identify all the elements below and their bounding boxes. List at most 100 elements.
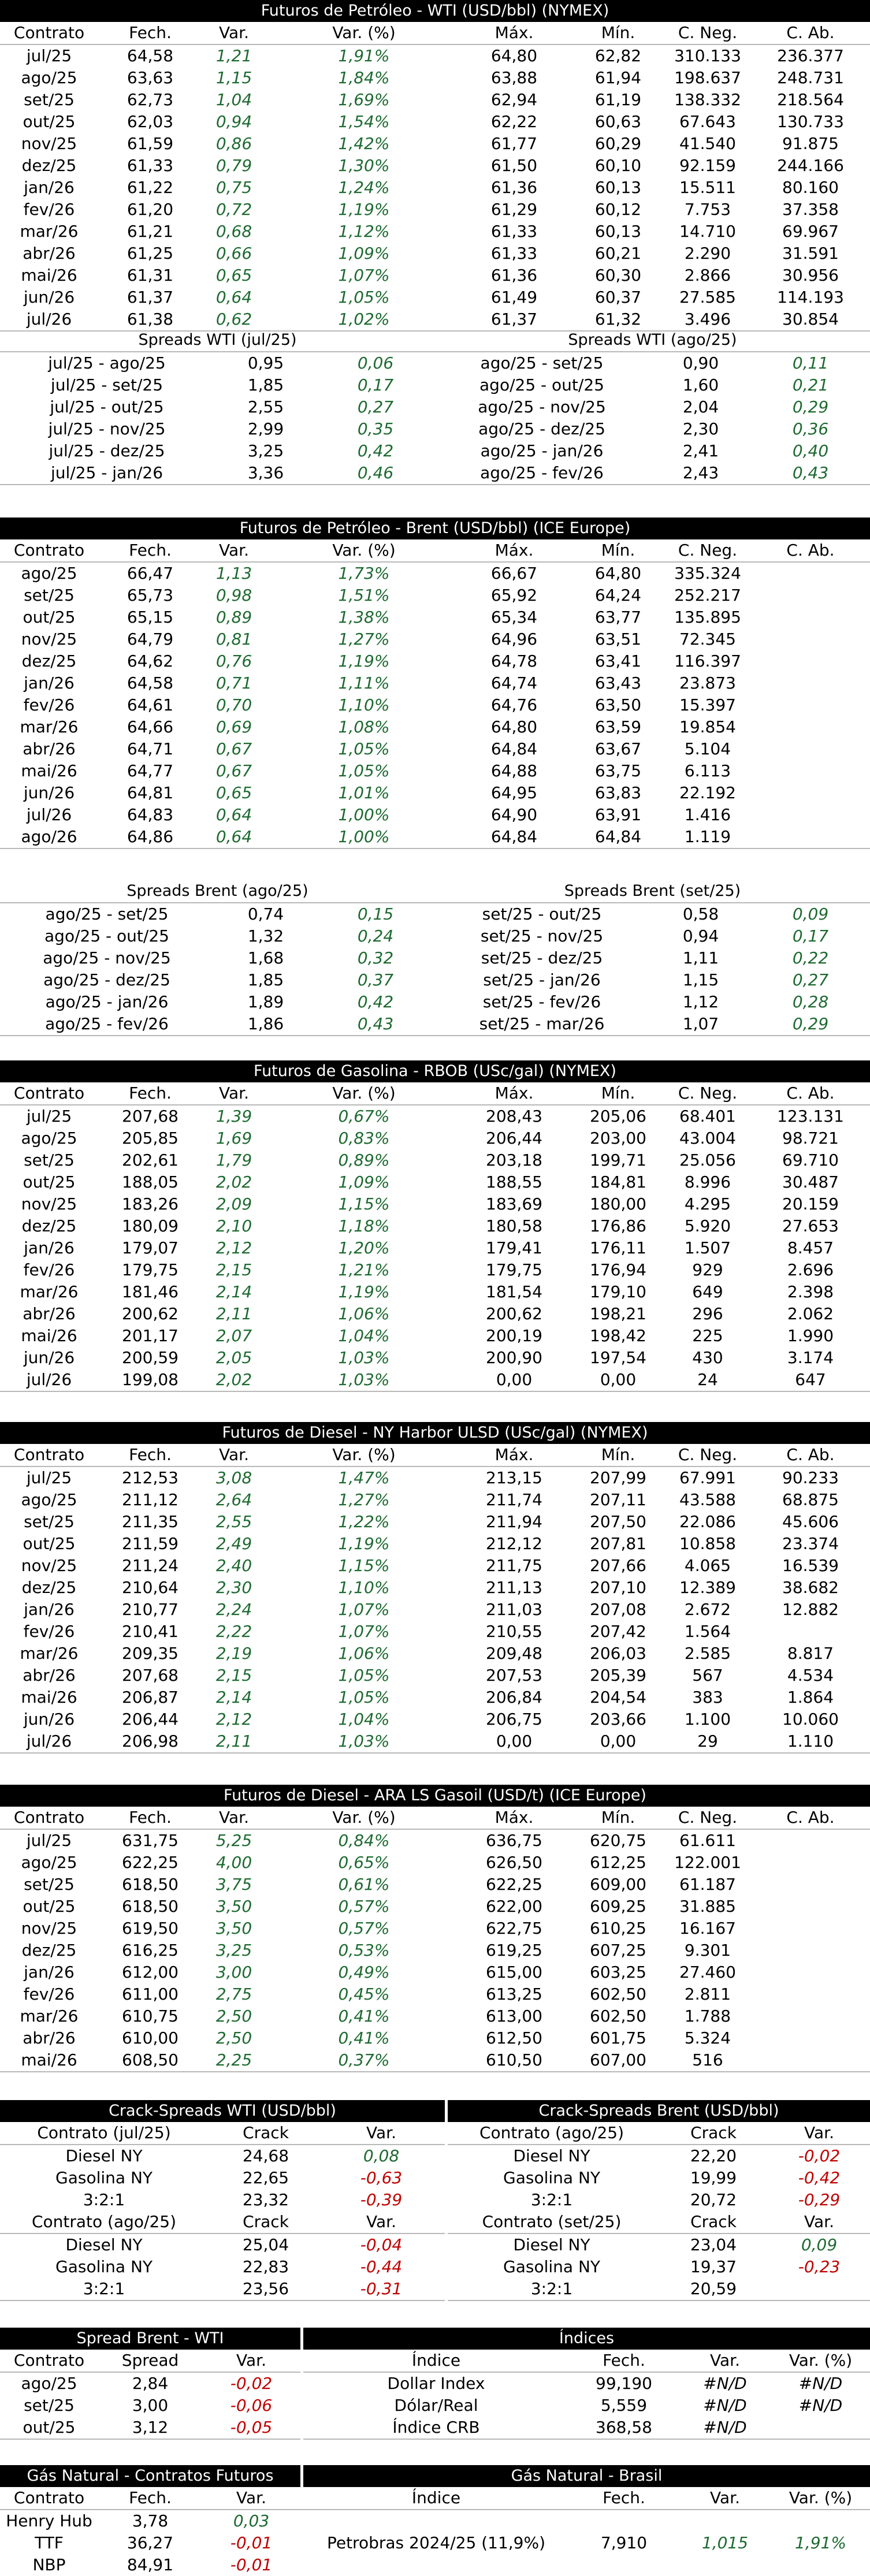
- spread-change: 0,15: [357, 904, 394, 924]
- cell-change-pct: 1,38%: [338, 608, 390, 627]
- cell-volume: 1.416: [684, 805, 731, 824]
- cell-low: 63,59: [594, 717, 642, 736]
- gas-futures-header: Fech.: [129, 2488, 172, 2507]
- cell-close: 63,63: [127, 68, 174, 87]
- spread-value: 1,68: [247, 948, 284, 967]
- cell-contract: jan/26: [24, 178, 75, 197]
- cell-contract: mai/26: [21, 266, 77, 285]
- table-row: set/25 65,73 0,98 1,51% 65,92 64,24 252.217: [0, 585, 870, 606]
- table-row: mai/26 608,50 2,25 0,37% 610,50 607,00 516: [0, 2049, 870, 2072]
- header-change: Var.: [219, 1445, 249, 1464]
- cell-low: 199,71: [590, 1151, 646, 1170]
- cell-contract: abr/26: [23, 244, 76, 263]
- cell-contract: jan/26: [24, 1963, 75, 1982]
- header-volume: C. Neg.: [678, 541, 738, 560]
- cell-volume: 649: [692, 1282, 723, 1301]
- cell-volume: 2.585: [684, 1644, 731, 1663]
- spread-change: 0,17: [792, 926, 829, 945]
- cell-contract: ago/25: [21, 68, 77, 87]
- cell-high: 0,00: [496, 1732, 533, 1751]
- cell-close: 209,35: [122, 1644, 179, 1663]
- table-row: set/25 202,61 1,79 0,89% 203,18 199,71 25.056 6…: [0, 1149, 870, 1171]
- cell-open-interest: 130.733: [777, 112, 844, 131]
- cell-low: 207,81: [590, 1534, 646, 1553]
- cell-close: 61,38: [127, 310, 174, 329]
- cell-contract: set/25: [24, 586, 75, 605]
- cell-close: 62,73: [127, 90, 174, 109]
- table-row: jul/26 206,98 2,11 1,03% 0,00 0,00 29 1.110: [0, 1730, 870, 1754]
- cell-high: 61,37: [490, 310, 538, 329]
- cell-change-pct: 1,00%: [338, 827, 390, 846]
- spread-value: 0,95: [247, 353, 284, 373]
- spread-value: 1,15: [682, 970, 719, 989]
- cell-change: 0,89: [215, 608, 252, 627]
- cell-high: 203,18: [486, 1151, 542, 1170]
- cell-change: 2,15: [215, 1260, 252, 1279]
- cell-high: 622,00: [486, 1897, 542, 1916]
- brent-spreads-left-title: Spreads Brent (ago/25): [127, 882, 308, 900]
- indices-cell: #N/D: [703, 2396, 747, 2415]
- cell-volume: 61.187: [679, 1875, 736, 1894]
- cell-close: 619,50: [122, 1919, 179, 1938]
- spread-change: 0,32: [357, 948, 394, 967]
- cell-low: 60,21: [594, 244, 642, 263]
- cell-contract: jan/26: [24, 1600, 75, 1619]
- cell-change-pct: 0,41%: [338, 2007, 390, 2026]
- gas-futures-title: Gás Natural - Contratos Futuros: [0, 2465, 300, 2487]
- cell-change: 0,65: [215, 266, 252, 285]
- table-row: mar/26 610,75 2,50 0,41% 613,00 602,50 1.788: [0, 2005, 870, 2027]
- cell-low: 63,67: [594, 739, 642, 758]
- crack-body: Contrato (jul/25) Crack Var. Contrato (ago/…: [0, 2122, 870, 2302]
- cell-change-pct: 1,05%: [338, 288, 390, 307]
- table-row: jan/26 61,22 0,75 1,24% 61,36 60,13 15.511 80.1…: [0, 177, 870, 199]
- spread-bw-header: Var.: [236, 2351, 266, 2370]
- table-row: fev/26 64,61 0,70 1,10% 64,76 63,50 15.397: [0, 694, 870, 716]
- header-contract: Contrato: [13, 1445, 85, 1464]
- cell-volume: 516: [692, 2050, 723, 2069]
- wti-spreads-left-title: Spreads WTI (jul/25): [138, 331, 297, 349]
- cell-change-pct: 1,06%: [338, 1644, 390, 1663]
- cell-open-interest: 38.682: [782, 1578, 839, 1597]
- cell-high: 209,48: [486, 1644, 542, 1663]
- crack-col-label: Var.: [804, 2212, 834, 2231]
- cell-high: 61,33: [490, 222, 538, 241]
- gasoil-futures-section: Futuros de Diesel - ARA LS Gasoil (USD/t…: [0, 1785, 870, 2072]
- cell-change: 2,02: [215, 1172, 252, 1192]
- cell-low: 204,54: [590, 1688, 646, 1707]
- brent-spreads-rows: ago/25 - set/25 0,74 0,15 set/25 - out/25 0,…: [0, 903, 870, 1036]
- cell-change-pct: 1,19%: [338, 1534, 390, 1553]
- cell-high: 615,00: [486, 1963, 542, 1982]
- crack-wti-contract: Contrato (jul/25): [37, 2123, 171, 2142]
- cell-change: 0,69: [215, 717, 252, 736]
- cell-high: 210,55: [486, 1622, 542, 1641]
- cell-close: 608,50: [122, 2050, 179, 2069]
- cell-volume: 72.345: [679, 630, 736, 649]
- table-row: nov/25 619,50 3,50 0,57% 622,75 610,25 16.167: [0, 1918, 870, 1940]
- cell-change: 0,68: [215, 222, 252, 241]
- cell-open-interest: 69.967: [782, 222, 839, 241]
- cell-change-pct: 0,57%: [338, 1919, 390, 1938]
- cell-change: 2,75: [215, 1985, 252, 2004]
- cell-change: 1,13: [215, 564, 252, 583]
- header-volume: C. Neg.: [678, 1445, 738, 1464]
- crack-contract-row: Contrato (jul/25) Crack Var. Contrato (ago/…: [0, 2122, 870, 2145]
- cell-change-pct: 0,49%: [338, 1963, 390, 1982]
- cell-close: 618,50: [122, 1875, 179, 1894]
- cell-change: 0,70: [215, 695, 252, 714]
- cell-low: 198,42: [590, 1326, 646, 1345]
- table-row: jan/26 612,00 3,00 0,49% 615,00 603,25 27.460: [0, 1961, 870, 1983]
- cell-close: 206,87: [122, 1688, 179, 1707]
- spread-value: 0,90: [682, 353, 719, 373]
- cell-change: 2,05: [215, 1348, 252, 1367]
- cell-change: 5,25: [215, 1831, 252, 1850]
- cell-volume: 296: [692, 1304, 723, 1323]
- cell-high: 622,25: [486, 1875, 542, 1894]
- crack-spreads-section: Crack-Spreads WTI (USD/bbl) Crack-Spread…: [0, 2100, 870, 2302]
- spread-change: 0,28: [792, 992, 829, 1011]
- cell-contract: set/25: [24, 1875, 75, 1894]
- table-row: jul/25 64,58 1,21 1,91% 64,80 62,82 310.133 236…: [0, 45, 870, 67]
- indices-cell: 5,559: [600, 2396, 648, 2415]
- gasoil-rows: jul/25 631,75 5,25 0,84% 636,75 620,75 61.611 a…: [0, 1830, 870, 2072]
- cell-contract: jul/25: [26, 1107, 72, 1126]
- table-row: jan/26 64,58 0,71 1,11% 64,74 63,43 23.873: [0, 672, 870, 694]
